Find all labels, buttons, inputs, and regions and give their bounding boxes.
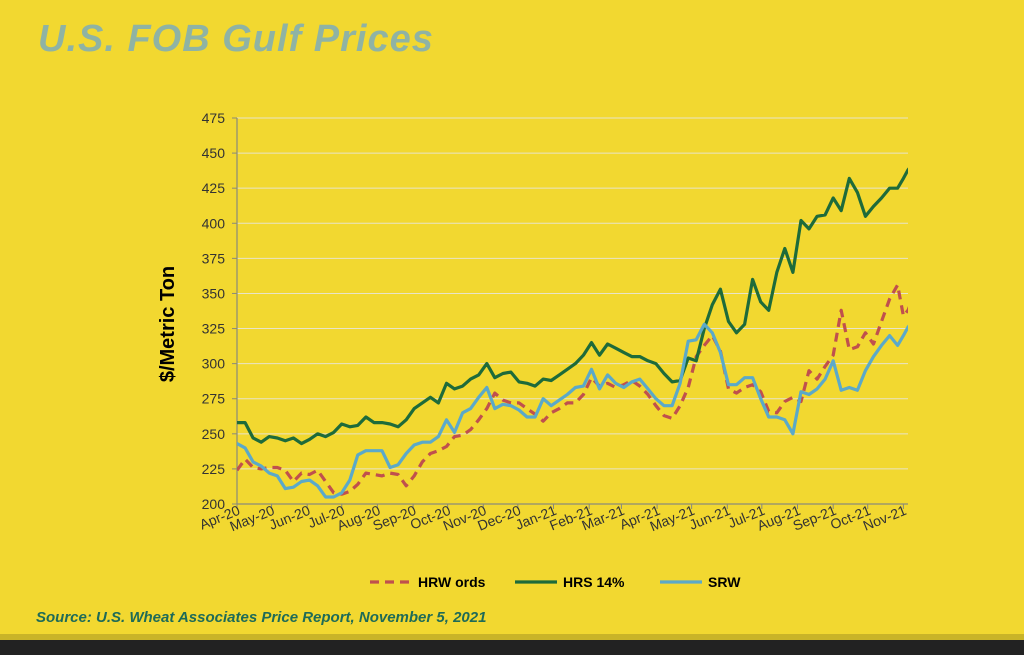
grid-lines: [237, 117, 908, 470]
source-note: Source: U.S. Wheat Associates Price Repo…: [36, 609, 487, 626]
bottom-bar: [0, 640, 1024, 655]
legend-label: HRW ords: [418, 574, 486, 590]
y-tick-label: 350: [202, 285, 226, 301]
y-tick-label: 400: [202, 215, 226, 231]
y-tick-label: 250: [202, 426, 226, 442]
y-tick-label: 475: [202, 110, 226, 126]
y-tick-label: 225: [202, 461, 226, 477]
y-tick-label: 275: [202, 391, 226, 407]
series-line-hrw-ords: [237, 283, 908, 496]
y-tick-label: 375: [202, 250, 226, 266]
axes: [232, 117, 908, 509]
y-tick-label: 200: [202, 496, 226, 512]
y-axis-label: $/Metric Ton: [157, 266, 179, 382]
y-tick-label: 450: [202, 145, 226, 161]
legend: HRW ords HRS 14% SRW: [370, 574, 741, 590]
bottom-divider: [0, 634, 1024, 640]
legend-label: SRW: [708, 574, 741, 590]
x-tick-labels: Apr-20May-20Jun-20Jul-20Aug-20Sep-20Oct-…: [197, 502, 909, 534]
y-tick-label: 325: [202, 321, 226, 337]
y-tick-labels: 200 225 250 275 300 325 350 375 400 425 450 475: [202, 110, 226, 512]
y-tick-label: 300: [202, 356, 226, 372]
page-title: U.S. FOB Gulf Prices: [38, 18, 434, 60]
series-line-srw: [237, 322, 908, 499]
series-line-hrs-14: [237, 167, 908, 446]
y-tick-label: 425: [202, 180, 226, 196]
series-lines: [237, 167, 908, 499]
legend-label: HRS 14%: [563, 574, 625, 590]
